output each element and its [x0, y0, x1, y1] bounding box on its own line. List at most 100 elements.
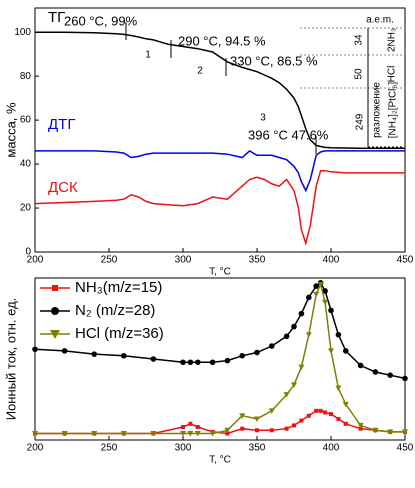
x-tick-label: 300 — [175, 443, 192, 454]
marker — [343, 348, 349, 354]
marker — [298, 310, 305, 317]
marker — [91, 431, 98, 437]
y-tick-label: 80 — [20, 71, 32, 82]
marker — [322, 299, 329, 306]
marker — [188, 421, 193, 426]
y-tick-label: 100 — [14, 27, 31, 38]
marker — [357, 362, 364, 369]
marker — [387, 429, 394, 435]
marker — [335, 385, 342, 392]
marker — [150, 356, 157, 362]
x-tick-label: 250 — [101, 255, 118, 266]
legend-marker — [51, 307, 59, 315]
annotation: 3 — [260, 113, 266, 124]
annotation: 260 °С, 99% — [64, 13, 138, 28]
x-tick-label: 400 — [323, 443, 340, 454]
marker — [32, 346, 38, 353]
marker — [318, 408, 323, 413]
legend-label: NH₃(m/z=15) — [75, 279, 162, 296]
y-tick-label: 60 — [20, 115, 32, 126]
marker — [314, 408, 319, 413]
marker — [313, 283, 320, 289]
marker — [180, 359, 186, 366]
marker — [291, 382, 297, 388]
x-tick-label: 350 — [249, 443, 266, 454]
marker — [91, 351, 97, 357]
marker — [283, 333, 290, 340]
series-line — [34, 169, 405, 246]
marker — [225, 431, 230, 436]
marker — [209, 431, 216, 437]
marker — [254, 416, 260, 422]
annotation: 2 — [197, 66, 203, 77]
marker — [306, 413, 311, 418]
marker — [187, 359, 194, 366]
marker — [322, 288, 328, 294]
marker — [239, 413, 246, 419]
marker — [357, 422, 364, 429]
marker — [180, 431, 186, 437]
marker — [292, 423, 296, 428]
marker — [269, 428, 274, 433]
marker — [306, 294, 312, 301]
marker — [372, 427, 379, 434]
marker — [317, 281, 324, 288]
annotation: a.e.m. — [366, 15, 394, 26]
annotation: 330 °С, 86.5 % — [230, 53, 318, 68]
marker — [328, 307, 334, 314]
x-tick-label: 450 — [397, 443, 414, 454]
x-tick-label: 400 — [323, 255, 340, 266]
marker — [187, 431, 194, 437]
y-axis-label: масса, % — [3, 102, 18, 158]
x-tick-label: 200 — [27, 443, 44, 454]
marker — [255, 428, 259, 433]
marker — [402, 375, 408, 382]
marker — [298, 364, 305, 371]
x-tick-label: 250 — [101, 443, 118, 454]
series-label: ДСК — [48, 179, 78, 196]
marker — [283, 392, 290, 398]
marker — [269, 343, 275, 349]
marker — [268, 408, 275, 414]
plot-frame — [34, 7, 406, 253]
annotation: 290 °С, 94.5 % — [178, 33, 266, 48]
series-label: ТГ — [48, 9, 65, 26]
marker — [343, 421, 348, 426]
marker — [329, 412, 333, 417]
marker — [387, 372, 394, 379]
marker — [224, 357, 231, 364]
marker — [299, 418, 304, 423]
marker — [342, 401, 349, 408]
y-tick-label: 40 — [20, 159, 32, 170]
series-line — [35, 31, 405, 149]
marker — [335, 331, 342, 338]
legend-marker — [52, 285, 58, 291]
x-axis-label: T, °C — [209, 455, 231, 466]
y-tick-label: 0 — [25, 247, 31, 258]
x-axis-label: T, °C — [209, 267, 231, 278]
marker — [305, 332, 312, 338]
annotation: 396 °С 47.6% — [248, 127, 329, 142]
y-axis-label: Ионный ток, отн. ед. — [3, 298, 18, 421]
annotation: 249 — [355, 113, 366, 130]
marker — [254, 349, 260, 356]
marker — [195, 359, 201, 366]
annotation: HCl — [387, 66, 398, 83]
annotation: 34 — [354, 34, 365, 46]
marker — [239, 352, 245, 359]
marker — [240, 426, 245, 431]
marker — [284, 426, 289, 431]
x-tick-label: 450 — [397, 255, 414, 266]
marker — [61, 431, 68, 437]
annotation: [NH₄]₂[PtCl₆] — [388, 82, 399, 139]
marker — [181, 425, 185, 430]
series-label: ДТГ — [48, 116, 75, 133]
marker — [402, 429, 408, 435]
marker — [150, 431, 157, 437]
marker — [195, 425, 200, 430]
marker — [328, 348, 334, 354]
marker — [194, 431, 201, 437]
annotation: разложение — [372, 82, 383, 138]
series-line — [35, 410, 405, 435]
